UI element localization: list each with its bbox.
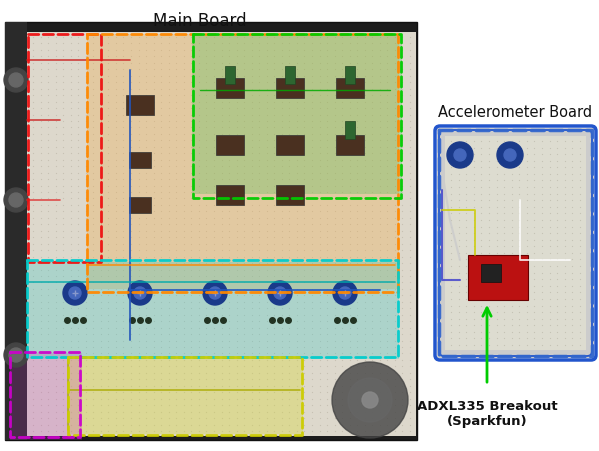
- Bar: [216, 135, 244, 155]
- Bar: [87, 34, 399, 289]
- Circle shape: [504, 149, 516, 161]
- Circle shape: [4, 188, 28, 212]
- Bar: [27, 32, 416, 436]
- Circle shape: [454, 149, 466, 161]
- Bar: [285, 66, 295, 84]
- Circle shape: [4, 343, 28, 367]
- Bar: [129, 152, 151, 168]
- Circle shape: [134, 287, 146, 299]
- Circle shape: [274, 287, 286, 299]
- Bar: [216, 78, 244, 98]
- Circle shape: [4, 68, 28, 92]
- Circle shape: [339, 287, 351, 299]
- Circle shape: [348, 378, 392, 422]
- Bar: [437, 128, 594, 358]
- Bar: [481, 264, 501, 282]
- Circle shape: [128, 281, 152, 305]
- Circle shape: [362, 392, 378, 408]
- Bar: [216, 185, 244, 205]
- Circle shape: [203, 281, 227, 305]
- Bar: [126, 95, 154, 115]
- Bar: [129, 197, 151, 213]
- Bar: [468, 255, 528, 300]
- Bar: [10, 353, 82, 440]
- Bar: [276, 185, 304, 205]
- Circle shape: [63, 281, 87, 305]
- Bar: [5, 22, 27, 440]
- Circle shape: [9, 73, 23, 87]
- Circle shape: [69, 287, 81, 299]
- Bar: [276, 135, 304, 155]
- Circle shape: [209, 287, 221, 299]
- Bar: [192, 34, 402, 194]
- Bar: [276, 78, 304, 98]
- Circle shape: [9, 193, 23, 207]
- Circle shape: [9, 348, 23, 362]
- Bar: [336, 78, 364, 98]
- Bar: [336, 135, 364, 155]
- Bar: [27, 262, 399, 359]
- Circle shape: [332, 362, 408, 438]
- Bar: [5, 22, 417, 440]
- Circle shape: [497, 142, 523, 168]
- Bar: [445, 136, 586, 350]
- Circle shape: [447, 142, 473, 168]
- Text: Accelerometer Board: Accelerometer Board: [438, 105, 592, 120]
- Bar: [225, 66, 235, 84]
- Circle shape: [333, 281, 357, 305]
- Bar: [68, 358, 303, 434]
- Circle shape: [268, 281, 292, 305]
- Text: ADXL335 Breakout
(Sparkfun): ADXL335 Breakout (Sparkfun): [417, 400, 557, 428]
- Bar: [345, 66, 355, 84]
- Bar: [345, 121, 355, 139]
- Text: Main Board: Main Board: [153, 12, 247, 30]
